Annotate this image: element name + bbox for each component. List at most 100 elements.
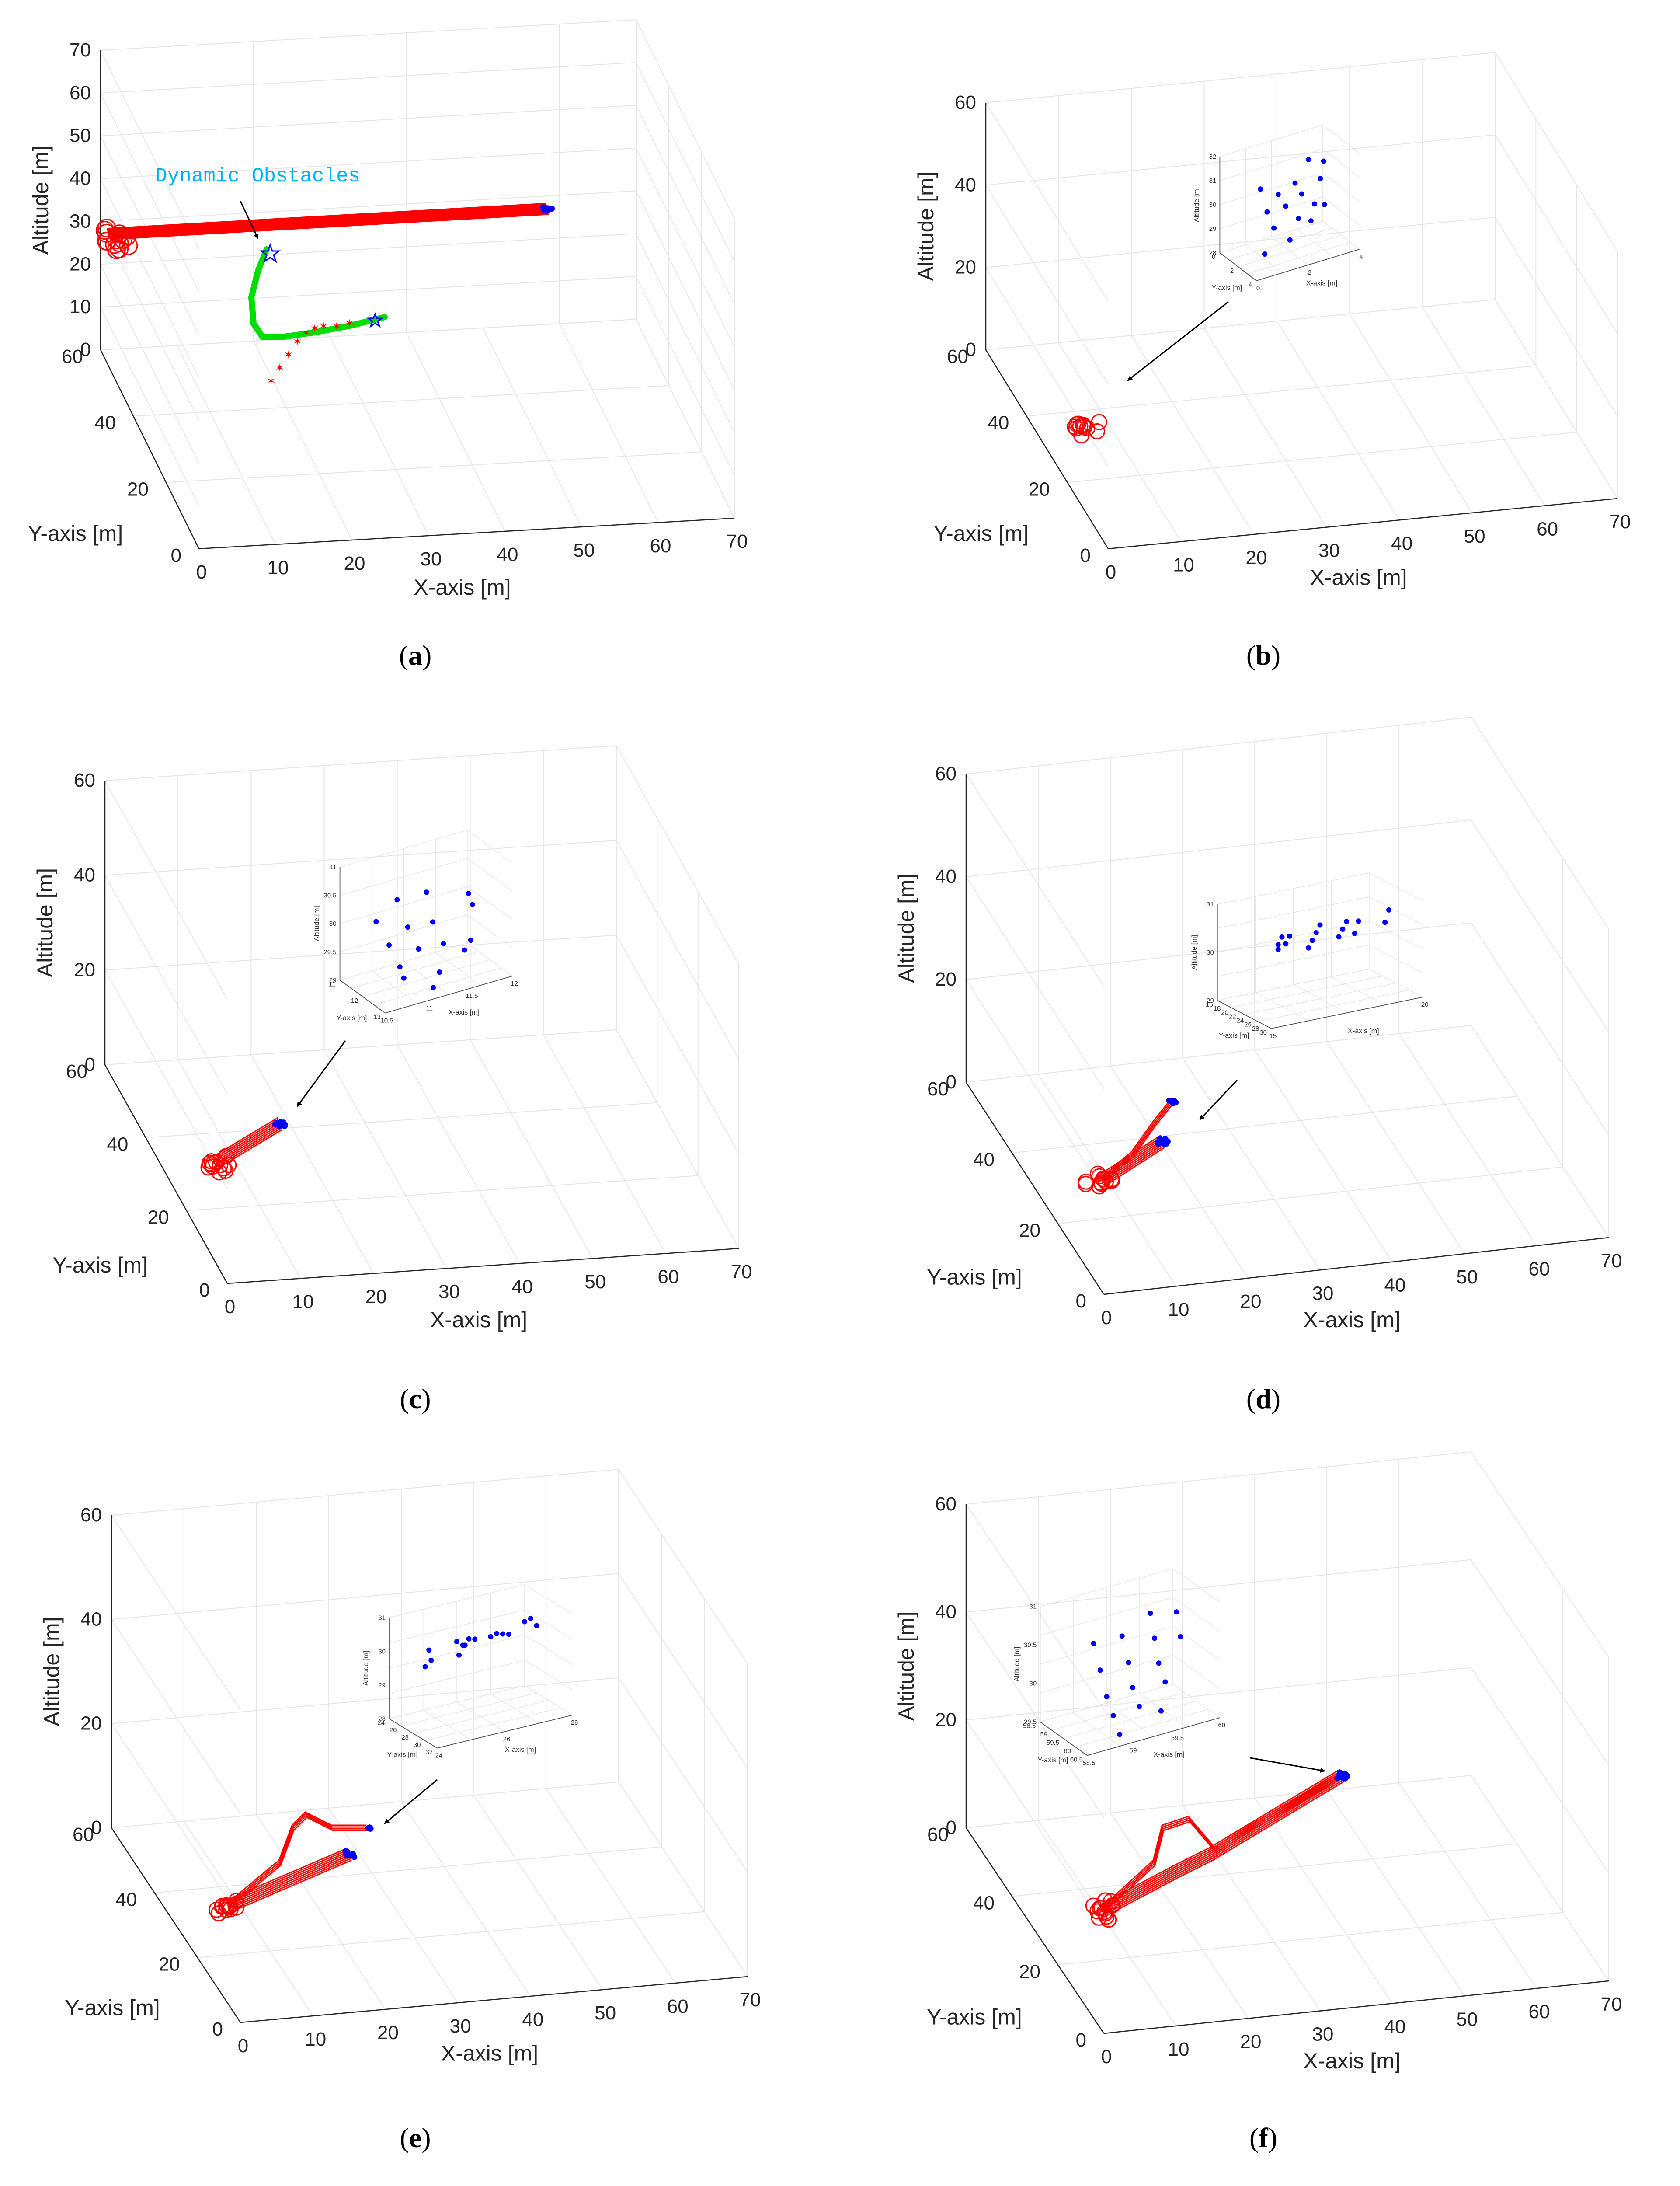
inset-uav-point (500, 1631, 505, 1637)
inset-y-tick: 22 (1229, 1013, 1236, 1020)
grid-line (100, 105, 637, 136)
z-tick-label: 40 (70, 168, 91, 189)
inset-uav-point (430, 919, 435, 925)
x-tick-label: 70 (1601, 1994, 1622, 2015)
x-tick-label: 20 (1240, 2031, 1262, 2053)
uav-marker (344, 1852, 351, 1858)
uav-start-circle (1103, 1171, 1120, 1188)
inset-uav-point (462, 947, 467, 953)
grid-line (1038, 1820, 1176, 2026)
panel-a: 0 10 20 30 40 50 60 700204060010203040506070X-a… (28, 19, 748, 671)
grid-line (1471, 1451, 1609, 1658)
z-axis-label: Altitude [m] (914, 171, 938, 281)
grid-line (616, 745, 739, 965)
inset-x-axis (1256, 249, 1360, 281)
inset-grid-line (1217, 920, 1370, 953)
inset-grid-line (1040, 1626, 1173, 1665)
axes-grid (111, 1469, 748, 2023)
inset-uav-point (1311, 201, 1317, 207)
x-tick-label: 10 (292, 1291, 314, 1313)
x-axis-line (240, 1976, 748, 2023)
panel-caption-letter: f (1259, 2122, 1268, 2153)
y-tick-label: 0 (1080, 545, 1091, 566)
grid-line (1254, 1797, 1393, 2004)
z-tick-label: 50 (70, 125, 91, 146)
grid-line (111, 1723, 241, 1919)
grid-line (100, 190, 637, 222)
x-axis-label: X-axis [m] (1303, 1307, 1400, 1332)
grid-line (104, 840, 617, 876)
inset-grid-line (389, 1635, 525, 1669)
panel-caption-letter: b (1256, 640, 1271, 671)
uav-start-circle (1068, 416, 1085, 432)
z-tick-label: 20 (935, 969, 957, 990)
inset-uav-point (1262, 251, 1267, 257)
inset-y-axis (1040, 1721, 1088, 1756)
uav-start-circle (212, 1157, 229, 1174)
inset-grid-line (1297, 229, 1334, 258)
inset-x-tick: 20 (1421, 1001, 1429, 1008)
x-tick-label: 70 (740, 1989, 761, 2011)
grid-line (1057, 1166, 1563, 1224)
inset-uav-point (1258, 186, 1263, 192)
inset-y-tick: 0 (1212, 253, 1215, 261)
y-tick-label: 40 (988, 412, 1009, 434)
inset-y-tick: 24 (377, 1719, 385, 1726)
grid-line (330, 336, 429, 536)
x-tick-label: 40 (522, 2009, 543, 2030)
grid-line (100, 147, 637, 179)
uav-trajectory (228, 1858, 351, 1912)
grid-line (966, 1667, 1471, 1721)
inset-grid-line (1322, 197, 1360, 226)
inset-uav-point (528, 1616, 533, 1621)
inset-uav-point (1162, 1679, 1168, 1685)
z-tick-label: 60 (935, 763, 957, 784)
grid-line (966, 979, 1104, 1192)
uav-start-circle (1089, 1165, 1106, 1182)
inset-z-tick: 31 (1209, 177, 1217, 185)
panel-caption: (f) (1249, 2122, 1277, 2153)
uav-trajectory (1101, 1774, 1343, 1911)
inset-z-tick: 31 (329, 864, 337, 871)
x-tick-label: 40 (1391, 533, 1412, 554)
x-tick-label: 30 (438, 1281, 460, 1303)
grid-line (636, 190, 735, 390)
uav-trajectory (227, 1854, 351, 1908)
grid-line (1471, 717, 1609, 930)
y-tick-label: 20 (1029, 478, 1050, 500)
grid-line (100, 307, 199, 506)
uav-start-circle (95, 221, 115, 240)
z-tick-label: 40 (935, 1601, 957, 1623)
inset-uav-point (428, 1657, 434, 1663)
grid-line (966, 819, 1471, 877)
uav-trajectory (1101, 1101, 1172, 1181)
inset-uav-point (466, 1636, 472, 1642)
uav-start-circle (1072, 418, 1089, 435)
grid-line (543, 1034, 666, 1254)
inset-grid-line (467, 886, 513, 920)
inset-grid-line (1172, 1684, 1221, 1718)
inset-x-tick: 24 (435, 1752, 443, 1760)
uav-start-circle (208, 1901, 225, 1918)
grid-line (966, 1775, 1471, 1828)
inset-uav-point (1126, 1660, 1131, 1666)
inset-y-axis (1217, 1000, 1272, 1029)
grid-line (146, 1102, 657, 1138)
inset-grid-line (1172, 1597, 1221, 1632)
x-tick-label: 10 (1168, 2039, 1190, 2060)
grid-line (104, 1029, 617, 1065)
start-cluster (1078, 1165, 1120, 1195)
y-tick-label: 0 (199, 1280, 210, 1301)
uav-trajectory (109, 211, 549, 240)
grid-line (985, 216, 1496, 268)
avoidance-marker: ✶ (284, 348, 293, 361)
inset-uav-point (1283, 203, 1289, 209)
inset-x-tick: 26 (503, 1736, 511, 1743)
x-tick-label: 0 (196, 561, 207, 583)
inset-uav-point (426, 1647, 432, 1653)
inset-uav-point (1271, 225, 1277, 231)
grid-line (111, 1515, 241, 1710)
inset-grid-line (490, 1694, 539, 1724)
